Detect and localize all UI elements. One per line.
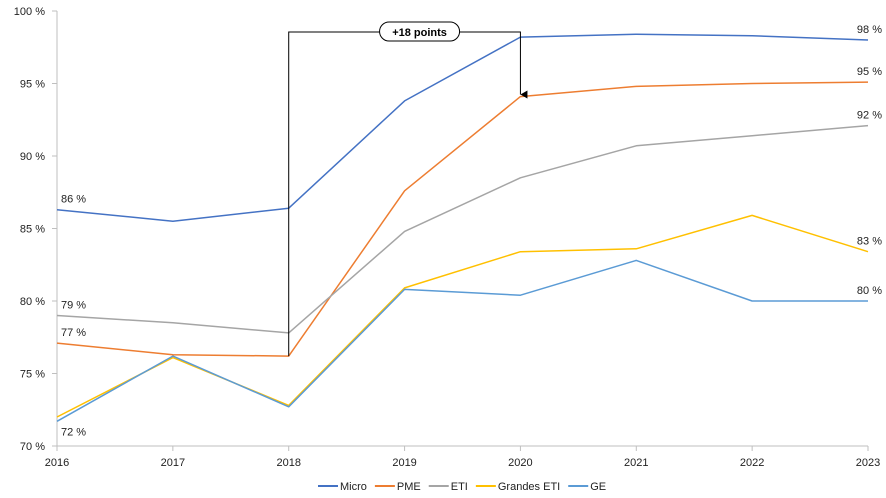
x-tick-label: 2017 — [161, 457, 185, 469]
legend-label: Micro — [340, 481, 367, 493]
data-labels: 86 % 79 % 77 % 72 % 98 % 95 % 92 % 83 % 80 % — [61, 24, 882, 438]
data-label: 80 % — [857, 285, 882, 297]
series-line-grandes-eti — [56, 214, 869, 418]
data-label: 98 % — [857, 24, 882, 36]
series-lines — [56, 33, 869, 422]
series-line-pme — [56, 81, 869, 357]
data-label: 77 % — [61, 327, 86, 339]
legend-label: ETI — [451, 481, 468, 493]
y-tick-label: 70 % — [20, 441, 45, 453]
data-label: 92 % — [857, 110, 882, 122]
x-tick-label: 2021 — [624, 457, 648, 469]
annotation-badge — [379, 21, 461, 42]
y-tick-label: 85 % — [20, 224, 45, 236]
legend-label: GE — [590, 481, 606, 493]
legend-label: Grandes ETI — [498, 481, 560, 493]
series-line-micro — [56, 33, 869, 222]
annotation: +18 points — [288, 21, 528, 357]
x-tick-label: 2020 — [508, 457, 532, 469]
series-line-eti — [56, 124, 869, 334]
data-label: 95 % — [857, 66, 882, 78]
y-tick-label: 95 % — [20, 79, 45, 91]
annotation-text: +18 points — [392, 27, 447, 39]
y-tick-label: 90 % — [20, 151, 45, 163]
x-tick-label: 2019 — [392, 457, 416, 469]
axes: 70 % 75 % 80 % 85 % 90 % 95 % 100 % 2016 2017 201… — [14, 6, 880, 469]
y-tick-label: 100 % — [14, 6, 45, 18]
x-tick-label: 2016 — [45, 457, 69, 469]
series-line-ge — [56, 259, 868, 422]
y-tick-label: 80 % — [20, 296, 45, 308]
data-label: 86 % — [61, 194, 86, 206]
data-label: 72 % — [61, 426, 86, 438]
x-tick-label: 2023 — [856, 457, 880, 469]
data-label: 79 % — [61, 300, 86, 312]
legend-label: PME — [397, 481, 421, 493]
x-tick-label: 2018 — [276, 457, 300, 469]
data-label: 83 % — [857, 236, 882, 248]
legend: Micro PME ETI Grandes ETI GE — [318, 481, 606, 493]
x-tick-label: 2022 — [740, 457, 764, 469]
y-tick-label: 75 % — [20, 369, 45, 381]
